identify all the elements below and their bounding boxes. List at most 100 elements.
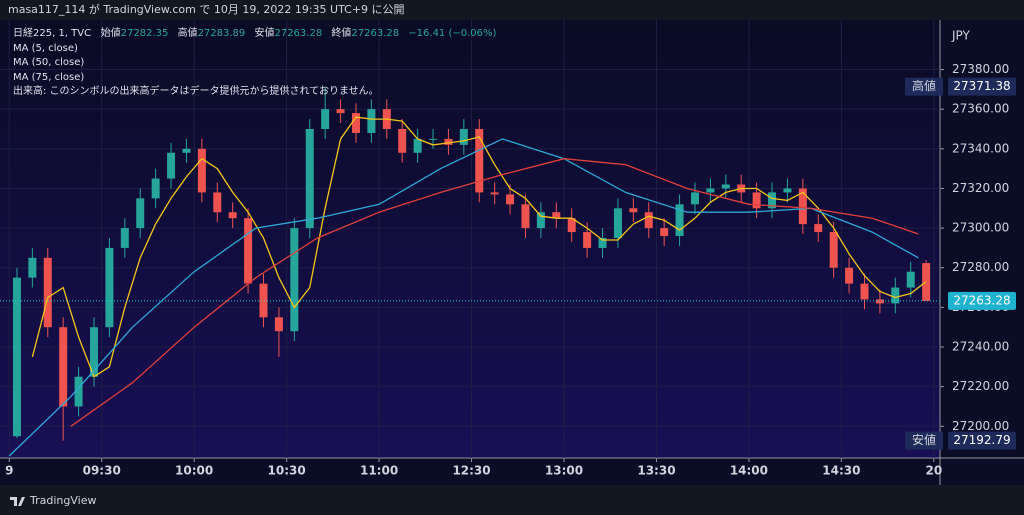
- candle-body: [59, 327, 68, 407]
- candle-body: [567, 218, 576, 233]
- y-tick-label: 27200.00: [952, 419, 1009, 433]
- ohlc-value: 27283.89: [197, 28, 246, 39]
- logo: [10, 497, 25, 506]
- legend-entry: MA (75, close): [13, 71, 85, 83]
- candle-body: [413, 138, 422, 153]
- price-tag-label: 27371.38: [953, 79, 1010, 93]
- candle-body: [860, 283, 869, 300]
- price-tag: [948, 291, 1016, 310]
- x-tick-label: 09:30: [83, 464, 121, 478]
- moving-average: [31, 116, 927, 378]
- candle-body: [613, 208, 622, 239]
- symbol: 日経225, 1, TVC: [13, 28, 92, 39]
- candle-body: [105, 247, 114, 328]
- tag-label-box: [905, 431, 943, 450]
- candle-body: [598, 238, 607, 248]
- currency: JPY: [951, 29, 971, 43]
- published-note: masa117_114 が TradingView.com で 10月 19, …: [8, 2, 405, 16]
- ohlc-value: 27263.28: [274, 28, 323, 39]
- candle-body: [136, 198, 145, 229]
- x-tick-label: 14:30: [822, 464, 860, 478]
- candle-body: [274, 317, 283, 332]
- plot-area: [0, 20, 940, 458]
- candle-body: [321, 109, 330, 130]
- y-tick-label: 27360.00: [952, 102, 1009, 116]
- candle-body: [459, 129, 468, 145]
- legend: 日経225, 1, TVC 始値27282.35 高値27283.89 安値27…: [13, 27, 496, 100]
- time-axis: [0, 458, 940, 485]
- candle-body: [475, 129, 484, 193]
- candle-body: [644, 212, 653, 229]
- x-tick-label: 13:30: [637, 464, 675, 478]
- candle-body: [90, 327, 98, 377]
- candle-body: [845, 267, 854, 284]
- brand: TradingView: [29, 494, 96, 507]
- bottom-bar: [0, 485, 1024, 515]
- candle-body: [197, 148, 206, 193]
- candle-body: [367, 109, 376, 133]
- candle-body: [74, 376, 83, 407]
- y-tick-label: 27280.00: [952, 260, 1009, 274]
- x-tick-label: 12:30: [452, 464, 490, 478]
- x-tick-label: 13:00: [545, 464, 583, 478]
- candle-body: [783, 188, 792, 193]
- candle-body: [521, 204, 530, 229]
- marks: [0, 86, 940, 457]
- candle-body: [706, 188, 715, 193]
- candle-body: [829, 232, 838, 268]
- tag-label: 安値: [912, 432, 936, 447]
- x-tick-label: 10:00: [175, 464, 213, 478]
- ohlc-value: 27263.28: [351, 28, 400, 39]
- candle-body: [506, 194, 515, 205]
- candle-body: [690, 192, 699, 205]
- candle-body: [660, 228, 669, 237]
- volume-note: 出来高: このシンボルの出来高データはデータ提供元から提供されておりません。: [13, 86, 379, 97]
- candle-body: [798, 188, 807, 225]
- ohlc-label: 高値: [177, 28, 198, 39]
- top-bar: [0, 0, 1024, 20]
- x-tick-label: 9: [5, 464, 13, 478]
- candle-body: [752, 192, 761, 209]
- candle-body: [43, 257, 52, 328]
- y-tick-label: 27340.00: [952, 141, 1009, 155]
- candle-body: [305, 129, 314, 229]
- candle-body: [336, 109, 345, 114]
- y-tick-label: 27220.00: [952, 379, 1009, 393]
- legend-entry: MA (5, close): [13, 42, 78, 54]
- candle-body: [583, 232, 592, 248]
- price-tag: [948, 77, 1016, 96]
- x-tick-label: 14:00: [730, 464, 768, 478]
- candle-body: [429, 138, 438, 140]
- moving-average: [70, 158, 919, 427]
- candle-body: [12, 277, 21, 437]
- candle-body: [290, 228, 299, 332]
- candle-body: [120, 228, 129, 248]
- x-tick-label: 11:00: [360, 464, 398, 478]
- candle-body: [167, 152, 176, 179]
- candle-body: [768, 192, 777, 209]
- candle-body: [244, 218, 253, 284]
- candle-body: [891, 287, 900, 304]
- legend-entry: MA (50, close): [13, 57, 85, 68]
- y-tick-label: 27320.00: [952, 181, 1009, 195]
- price-axis: [940, 20, 1024, 485]
- candle-body: [259, 283, 268, 318]
- candle-body: [228, 212, 237, 219]
- candle-body: [151, 178, 160, 199]
- ohlc-label: 始値: [100, 28, 121, 39]
- candle-body: [675, 204, 684, 237]
- candle-body: [536, 212, 545, 229]
- candle-body: [629, 208, 638, 213]
- candle-body: [552, 212, 561, 219]
- candle-body: [28, 257, 37, 278]
- candle-body: [814, 224, 823, 233]
- y-tick-label: 27380.00: [952, 62, 1009, 76]
- tag-label-box: [905, 77, 943, 96]
- candle-body: [444, 138, 453, 145]
- candle-body: [721, 184, 730, 189]
- x-tick-label: 10:30: [268, 464, 306, 478]
- candle-body: [182, 148, 191, 153]
- candle-body: [490, 192, 499, 195]
- candle-body: [351, 113, 360, 133]
